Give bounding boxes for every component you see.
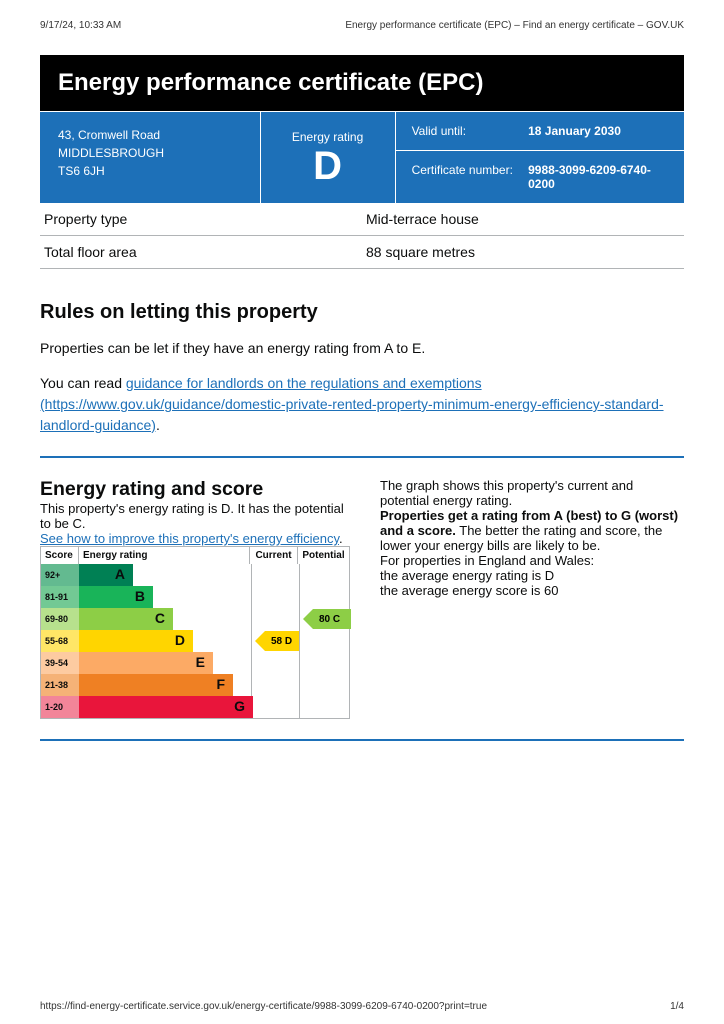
letting-p2: You can read guidance for landlords on t… <box>40 373 684 436</box>
detail-key: Total floor area <box>40 236 362 269</box>
band-bar: F <box>79 674 233 696</box>
chart-band-row: 55-68 D <box>41 630 349 652</box>
cert-value: 9988-3099-6209-6740-0200 <box>528 163 668 191</box>
band-score-range: 69-80 <box>41 608 79 630</box>
chart-col-rating: Energy rating <box>79 547 249 564</box>
rating-section: Energy rating and score This property's … <box>40 478 684 719</box>
address-line: MIDDLESBROUGH <box>58 144 242 162</box>
band-score-range: 1-20 <box>41 696 79 718</box>
band-letter: B <box>135 588 145 604</box>
band-bar: G <box>79 696 253 718</box>
address-line: 43, Cromwell Road <box>58 126 242 144</box>
property-details-table: Property type Mid-terrace house Total fl… <box>40 203 684 269</box>
summary-box: 43, Cromwell Road MIDDLESBROUGH TS6 6JH … <box>40 111 684 203</box>
rating-badge: Energy rating D <box>260 112 395 203</box>
address-line: TS6 6JH <box>58 162 242 180</box>
cert-label: Certificate number: <box>412 163 529 191</box>
section-heading: Energy rating and score <box>40 478 350 501</box>
band-letter: C <box>155 610 165 626</box>
chart-band-row: 1-20 G <box>41 696 349 718</box>
band-letter: D <box>175 632 185 648</box>
footer-page: 1/4 <box>670 1001 684 1012</box>
band-score-range: 21-38 <box>41 674 79 696</box>
rating-right-p1: The graph shows this property's current … <box>380 478 684 508</box>
band-bar: C <box>79 608 173 630</box>
chart-band-row: 21-38 F <box>41 674 349 696</box>
detail-value: Mid-terrace house <box>362 203 684 236</box>
band-letter: F <box>216 676 225 692</box>
band-bar: B <box>79 586 153 608</box>
valid-label: Valid until: <box>412 124 529 138</box>
rating-arrow: 80 C <box>303 609 351 629</box>
footer-url: https://find-energy-certificate.service.… <box>40 1001 487 1012</box>
address-block: 43, Cromwell Road MIDDLESBROUGH TS6 6JH <box>40 112 260 203</box>
print-header: 9/17/24, 10:33 AM Energy performance cer… <box>40 20 684 31</box>
landlord-guidance-link[interactable]: guidance for landlords on the regulation… <box>40 375 664 433</box>
valid-value: 18 January 2030 <box>528 124 668 138</box>
detail-value: 88 square metres <box>362 236 684 269</box>
chart-band-row: 39-54 E <box>41 652 349 674</box>
rating-right-p3: For properties in England and Wales: <box>380 553 684 568</box>
band-bar: D <box>79 630 193 652</box>
band-letter: E <box>196 654 205 670</box>
chart-col-score: Score <box>41 547 79 564</box>
chart-header: Score Energy rating Current Potential <box>41 547 349 564</box>
letting-section: Rules on letting this property Propertie… <box>40 301 684 436</box>
print-doc-title: Energy performance certificate (EPC) – F… <box>345 20 684 31</box>
letting-p1: Properties can be let if they have an en… <box>40 338 684 359</box>
band-letter: A <box>115 566 125 582</box>
chart-col-potential: Potential <box>297 547 349 564</box>
chart-band-row: 92+ A <box>41 564 349 586</box>
print-timestamp: 9/17/24, 10:33 AM <box>40 20 121 31</box>
chart-col-current: Current <box>249 547 297 564</box>
rating-label: Energy rating <box>292 130 363 144</box>
rating-left-p: This property's energy rating is D. It h… <box>40 501 350 531</box>
band-bar: E <box>79 652 213 674</box>
band-score-range: 92+ <box>41 564 79 586</box>
table-row: Property type Mid-terrace house <box>40 203 684 236</box>
divider <box>40 739 684 741</box>
rating-right-p2: Properties get a rating from A (best) to… <box>380 508 684 553</box>
detail-key: Property type <box>40 203 362 236</box>
divider <box>40 456 684 458</box>
band-bar: A <box>79 564 133 586</box>
rating-right-p4: the average energy rating is D the avera… <box>380 568 684 598</box>
rating-arrow: 58 D <box>255 631 299 651</box>
improve-efficiency-link[interactable]: See how to improve this property's energ… <box>40 531 339 546</box>
band-letter: G <box>234 698 245 714</box>
page-title: Energy performance certificate (EPC) <box>40 55 684 111</box>
chart-band-row: 81-91 B <box>41 586 349 608</box>
energy-rating-chart: Score Energy rating Current Potential 92… <box>40 546 350 719</box>
summary-right: Valid until: 18 January 2030 Certificate… <box>395 112 684 203</box>
print-footer: https://find-energy-certificate.service.… <box>40 1001 684 1012</box>
section-heading: Rules on letting this property <box>40 301 684 324</box>
band-score-range: 39-54 <box>41 652 79 674</box>
table-row: Total floor area 88 square metres <box>40 236 684 269</box>
band-score-range: 81-91 <box>41 586 79 608</box>
rating-grade: D <box>313 146 342 186</box>
band-score-range: 55-68 <box>41 630 79 652</box>
